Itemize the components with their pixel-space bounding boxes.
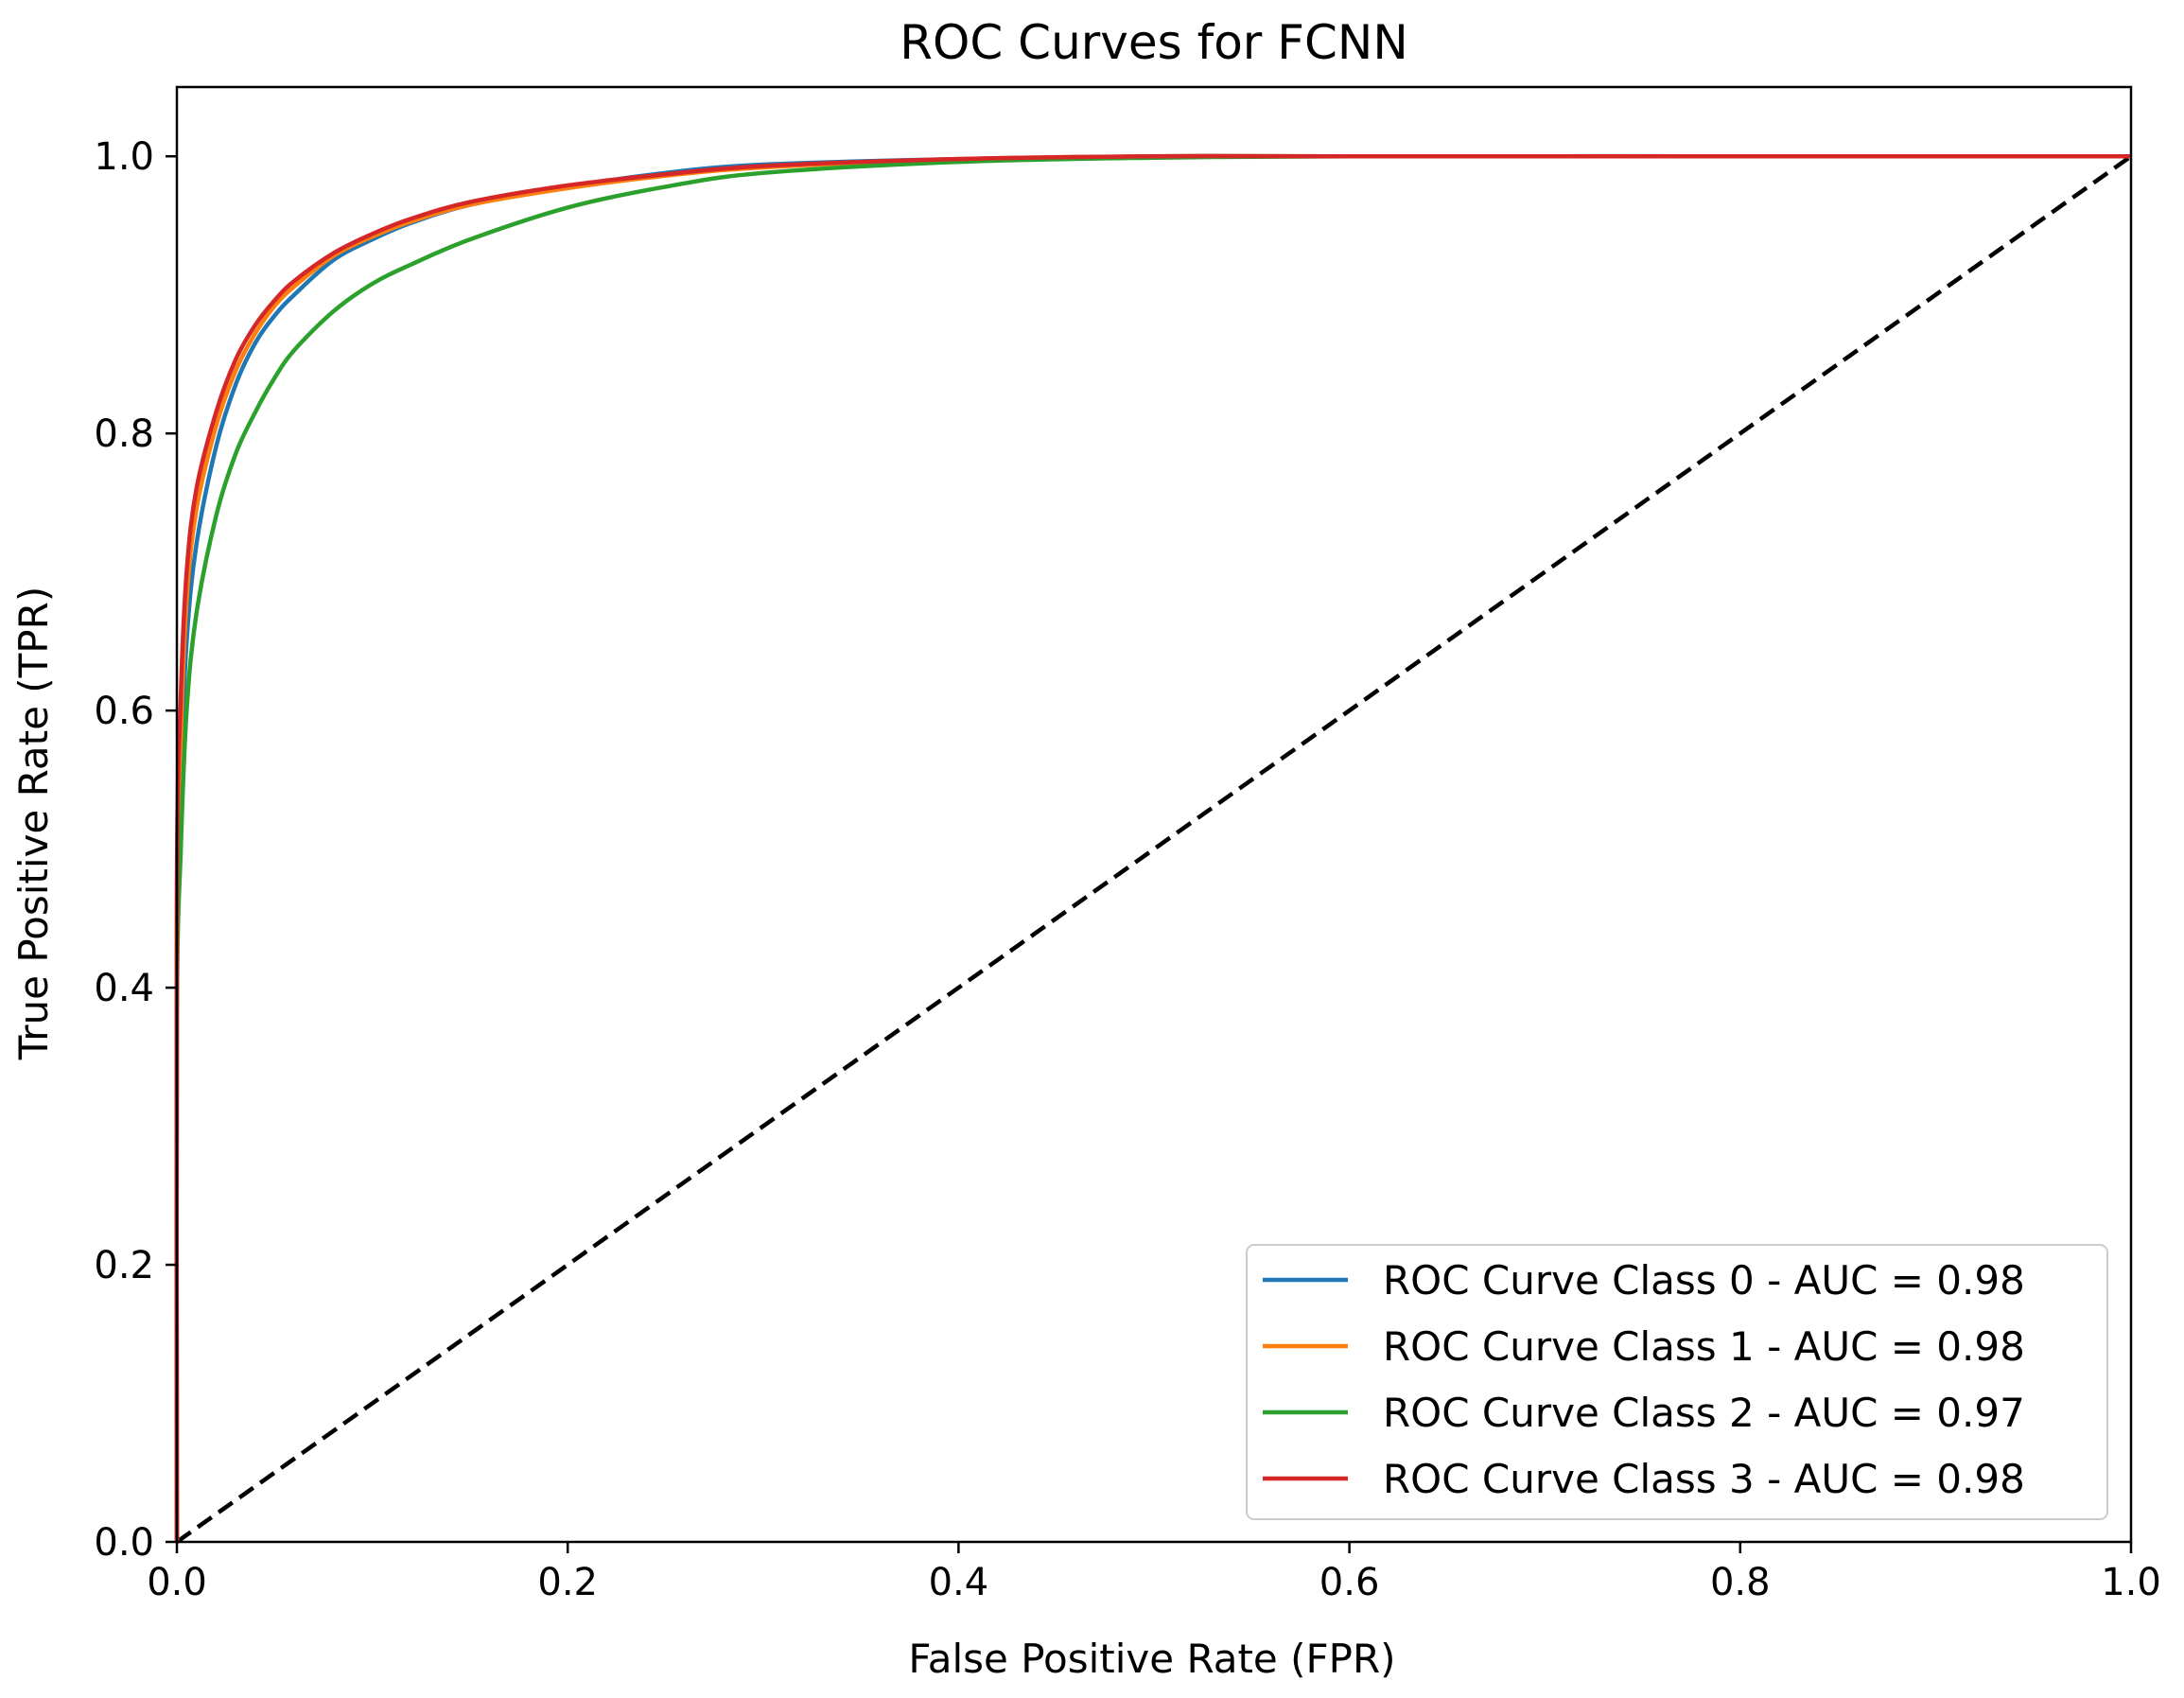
plot-lines <box>174 153 2133 1544</box>
x-tick-label: 1.0 <box>2101 1561 2161 1604</box>
chance-diagonal-line <box>175 154 2133 1544</box>
plot-frame <box>175 85 2133 1544</box>
x-tick-label: 0.6 <box>1319 1561 1380 1604</box>
legend-label-class-2: ROC Curve Class 2 - AUC = 0.97 <box>1383 1390 2025 1436</box>
legend-label-class-3: ROC Curve Class 3 - AUC = 0.98 <box>1383 1456 2025 1502</box>
legend-items: ROC Curve Class 0 - AUC = 0.98 ROC Curve … <box>1263 1257 2025 1502</box>
y-tick-label: 0.0 <box>94 1521 154 1565</box>
legend-box <box>1246 1244 2108 1520</box>
x-axis-label: False Positive Rate (FPR) <box>908 1636 1395 1682</box>
x-tick-label: 0.8 <box>1710 1561 1771 1604</box>
y-axis-ticks: 0.0 0.2 0.4 0.6 0.8 1.0 <box>94 135 177 1565</box>
x-axis-ticks: 0.0 0.2 0.4 0.6 0.8 1.0 <box>147 1542 2161 1604</box>
y-axis-label: True Positive Rate (TPR) <box>10 586 57 1060</box>
legend: ROC Curve Class 0 - AUC = 0.98 ROC Curve … <box>1246 1244 2108 1520</box>
chart-title: ROC Curves for FCNN <box>900 15 1407 70</box>
legend-label-class-1: ROC Curve Class 1 - AUC = 0.98 <box>1383 1323 2025 1370</box>
x-tick-label: 0.0 <box>147 1561 207 1604</box>
y-tick-label: 0.6 <box>94 690 154 733</box>
legend-label-class-0: ROC Curve Class 0 - AUC = 0.98 <box>1383 1257 2025 1304</box>
y-tick-label: 0.8 <box>94 412 154 456</box>
y-tick-label: 1.0 <box>94 135 154 179</box>
y-tick-label: 0.4 <box>94 967 154 1010</box>
y-tick-label: 0.2 <box>94 1244 154 1287</box>
x-tick-label: 0.4 <box>929 1561 989 1604</box>
roc-curve-class-3 <box>174 153 2131 1543</box>
x-tick-label: 0.2 <box>537 1561 598 1604</box>
